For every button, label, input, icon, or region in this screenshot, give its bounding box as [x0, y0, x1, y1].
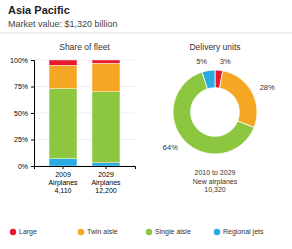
legend-label: Single aisle	[155, 228, 191, 236]
y-tick-line	[31, 166, 34, 167]
y-tick-label: 25%	[14, 136, 28, 143]
text-line: New airplanes	[193, 178, 238, 186]
text-line: 4,110	[55, 187, 72, 194]
y-tick-line	[31, 140, 34, 141]
data-label: 64%	[163, 143, 178, 152]
x-axis: 2009Airplanes4,1102029Airplanes12,200	[35, 166, 136, 194]
text-line: 12,200	[95, 187, 117, 194]
legend-swatch	[214, 229, 220, 235]
text-line: Airplanes	[91, 179, 121, 187]
text-line: 2029	[98, 171, 114, 178]
y-tick-label: 0%	[18, 163, 28, 170]
separator	[0, 33, 292, 34]
x-tick: 2009Airplanes4,110	[48, 166, 78, 194]
y-tick: 25%	[14, 136, 34, 143]
title: Asia Pacific	[8, 4, 70, 16]
chart-title: Delivery units	[189, 42, 240, 52]
axis-line	[31, 61, 35, 167]
bars	[49, 60, 120, 166]
legend-swatch	[10, 229, 16, 235]
legend: Large Twin aisle Single aisle Regional jets	[10, 228, 264, 236]
bar	[49, 159, 77, 166]
donut-chart: Delivery units 3% 28% 64% 5% 2010 to 2029 New …	[163, 42, 275, 193]
data-labels: 3% 28% 64% 5%	[163, 57, 275, 152]
legend-item: Twin aisle	[78, 228, 118, 235]
annotation: 2010 to 2029 New airplanes10,320	[193, 169, 238, 194]
legend-item: Single aisle	[146, 228, 191, 236]
y-tick-line	[31, 60, 34, 61]
bar	[49, 60, 77, 65]
y-tick: 0%	[18, 163, 34, 170]
data-label: 3%	[220, 57, 231, 66]
subtitle: Market value: $1,320 billion	[8, 19, 118, 29]
y-tick-label: 50%	[14, 110, 28, 117]
y-tick: 50%	[14, 110, 34, 117]
x-tick-label: 2029Airplanes12,200	[91, 171, 121, 194]
bar-chart: Share of fleet0%25%50%75%100%2009Airplan…	[10, 42, 135, 194]
text-line: Airplanes	[48, 179, 78, 187]
legend-item: Regional jets	[214, 228, 264, 236]
y-tick: 100%	[10, 57, 34, 64]
slice	[220, 71, 257, 128]
bar	[92, 163, 120, 166]
legend-swatch	[78, 229, 84, 235]
legend-label: Large	[19, 228, 37, 236]
legend-swatch	[146, 229, 152, 235]
slice	[202, 70, 215, 89]
y-tick-line	[31, 113, 34, 114]
chart-root: Asia Pacific Market value: $1,320 billion…	[0, 0, 292, 249]
x-tick: 2029Airplanes12,200	[91, 166, 121, 194]
data-label: 5%	[196, 57, 207, 66]
text-line: 2010 to 2029	[195, 169, 236, 176]
legend-item: Large	[10, 228, 37, 236]
x-tick-line	[105, 166, 106, 169]
bar	[49, 89, 77, 159]
slices	[173, 70, 257, 154]
bar	[92, 60, 120, 63]
legend-label: Twin aisle	[87, 228, 118, 235]
bar	[49, 65, 77, 88]
chart-title: Share of fleet	[59, 42, 110, 52]
text-line: 2009	[55, 171, 71, 178]
legend-label: Regional jets	[223, 228, 264, 236]
y-tick-label: 100%	[10, 57, 28, 64]
y-tick-label: 75%	[14, 83, 28, 90]
data-label: 28%	[260, 83, 275, 92]
y-tick: 75%	[14, 83, 34, 90]
text-line: 10,320	[204, 186, 226, 193]
grid	[34, 60, 135, 166]
y-axis: 0% 25% 50% 75% 100%	[10, 57, 34, 170]
x-tick-line	[63, 166, 64, 169]
y-tick-line	[31, 87, 34, 88]
x-tick-label: 2009Airplanes4,110	[48, 171, 78, 194]
bar	[92, 63, 120, 92]
bar	[92, 92, 120, 163]
axis-line	[35, 167, 136, 170]
